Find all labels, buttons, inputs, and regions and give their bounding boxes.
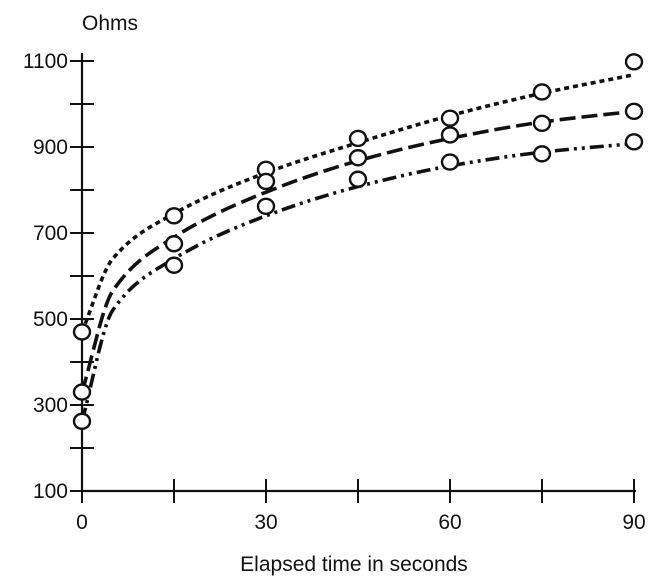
data-point-dotted-90 <box>624 53 644 71</box>
y-tick-label-100: 100 <box>33 480 68 503</box>
data-point-long-dash-45 <box>348 149 368 167</box>
data-point-dash-dot-dot-30 <box>256 197 276 216</box>
x-tick-label-60: 60 <box>438 511 461 534</box>
ticks: 100 300 500 700 900 1100 0 30 60 90 <box>23 50 646 534</box>
data-point-dash-dot-dot-75 <box>532 145 552 163</box>
y-tick-label-700: 700 <box>33 222 68 245</box>
data-point-dotted-45 <box>348 129 368 148</box>
data-point-dotted-60 <box>440 109 460 127</box>
data-point-dotted-75 <box>532 83 552 101</box>
y-tick-label-1100: 1100 <box>23 50 68 73</box>
fit-curves <box>80 72 635 422</box>
data-point-long-dash-60 <box>440 126 460 144</box>
x-tick-label-0: 0 <box>76 511 88 534</box>
data-point-dotted-0 <box>72 323 92 341</box>
data-points <box>72 53 644 431</box>
data-point-dash-dot-dot-45 <box>348 170 368 188</box>
data-point-long-dash-90 <box>624 102 644 121</box>
x-tick-label-30: 30 <box>254 511 277 534</box>
axes <box>80 53 636 493</box>
data-point-long-dash-15 <box>164 235 184 253</box>
data-point-long-dash-0 <box>72 383 92 401</box>
x-tick-label-90: 90 <box>622 511 645 534</box>
data-point-dash-dot-dot-60 <box>440 153 460 171</box>
y-tick-label-900: 900 <box>33 136 68 159</box>
data-point-dash-dot-dot-90 <box>624 133 644 151</box>
data-point-dotted-15 <box>164 207 184 225</box>
y-axis-title: Ohms <box>82 12 138 35</box>
fit-curve-dash-dot-dot <box>80 141 635 422</box>
y-tick-label-500: 500 <box>33 308 68 331</box>
data-point-dash-dot-dot-15 <box>164 256 184 274</box>
x-axis-title: Elapsed time in seconds <box>240 553 468 576</box>
data-point-long-dash-75 <box>532 114 552 133</box>
fit-curve-dotted <box>80 72 635 333</box>
data-point-dash-dot-dot-0 <box>72 412 92 431</box>
y-tick-label-300: 300 <box>33 394 68 417</box>
data-point-long-dash-30 <box>256 172 276 191</box>
fit-curve-long-dash <box>80 109 635 393</box>
